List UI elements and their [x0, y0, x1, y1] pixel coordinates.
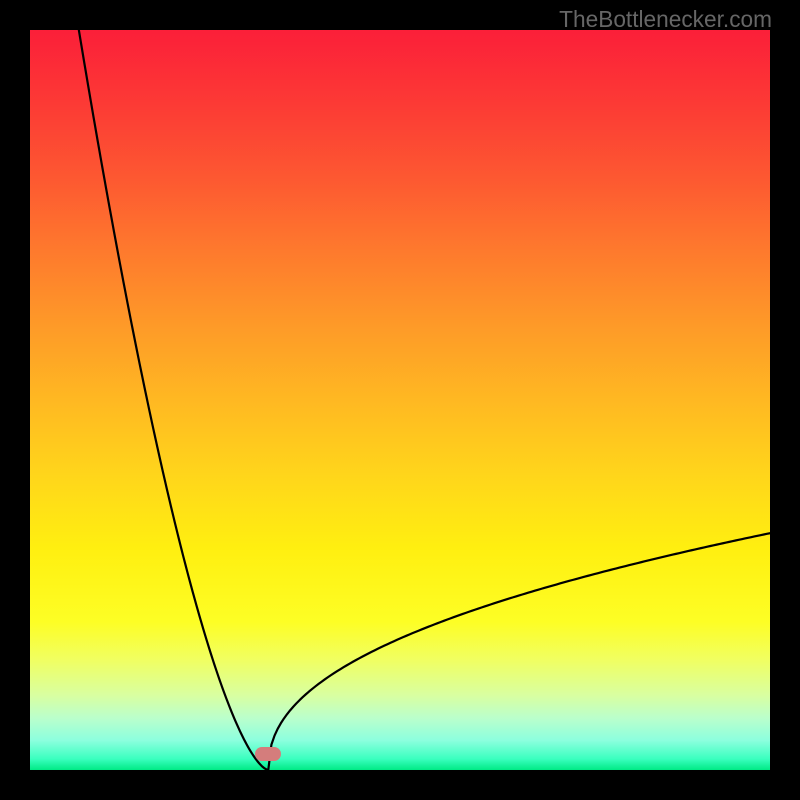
chart-frame: TheBottlenecker.com: [0, 0, 800, 800]
plot-area: [30, 30, 770, 770]
gradient-background: [30, 30, 770, 770]
watermark-text: TheBottlenecker.com: [559, 6, 772, 33]
optimal-point-marker: [255, 747, 281, 761]
